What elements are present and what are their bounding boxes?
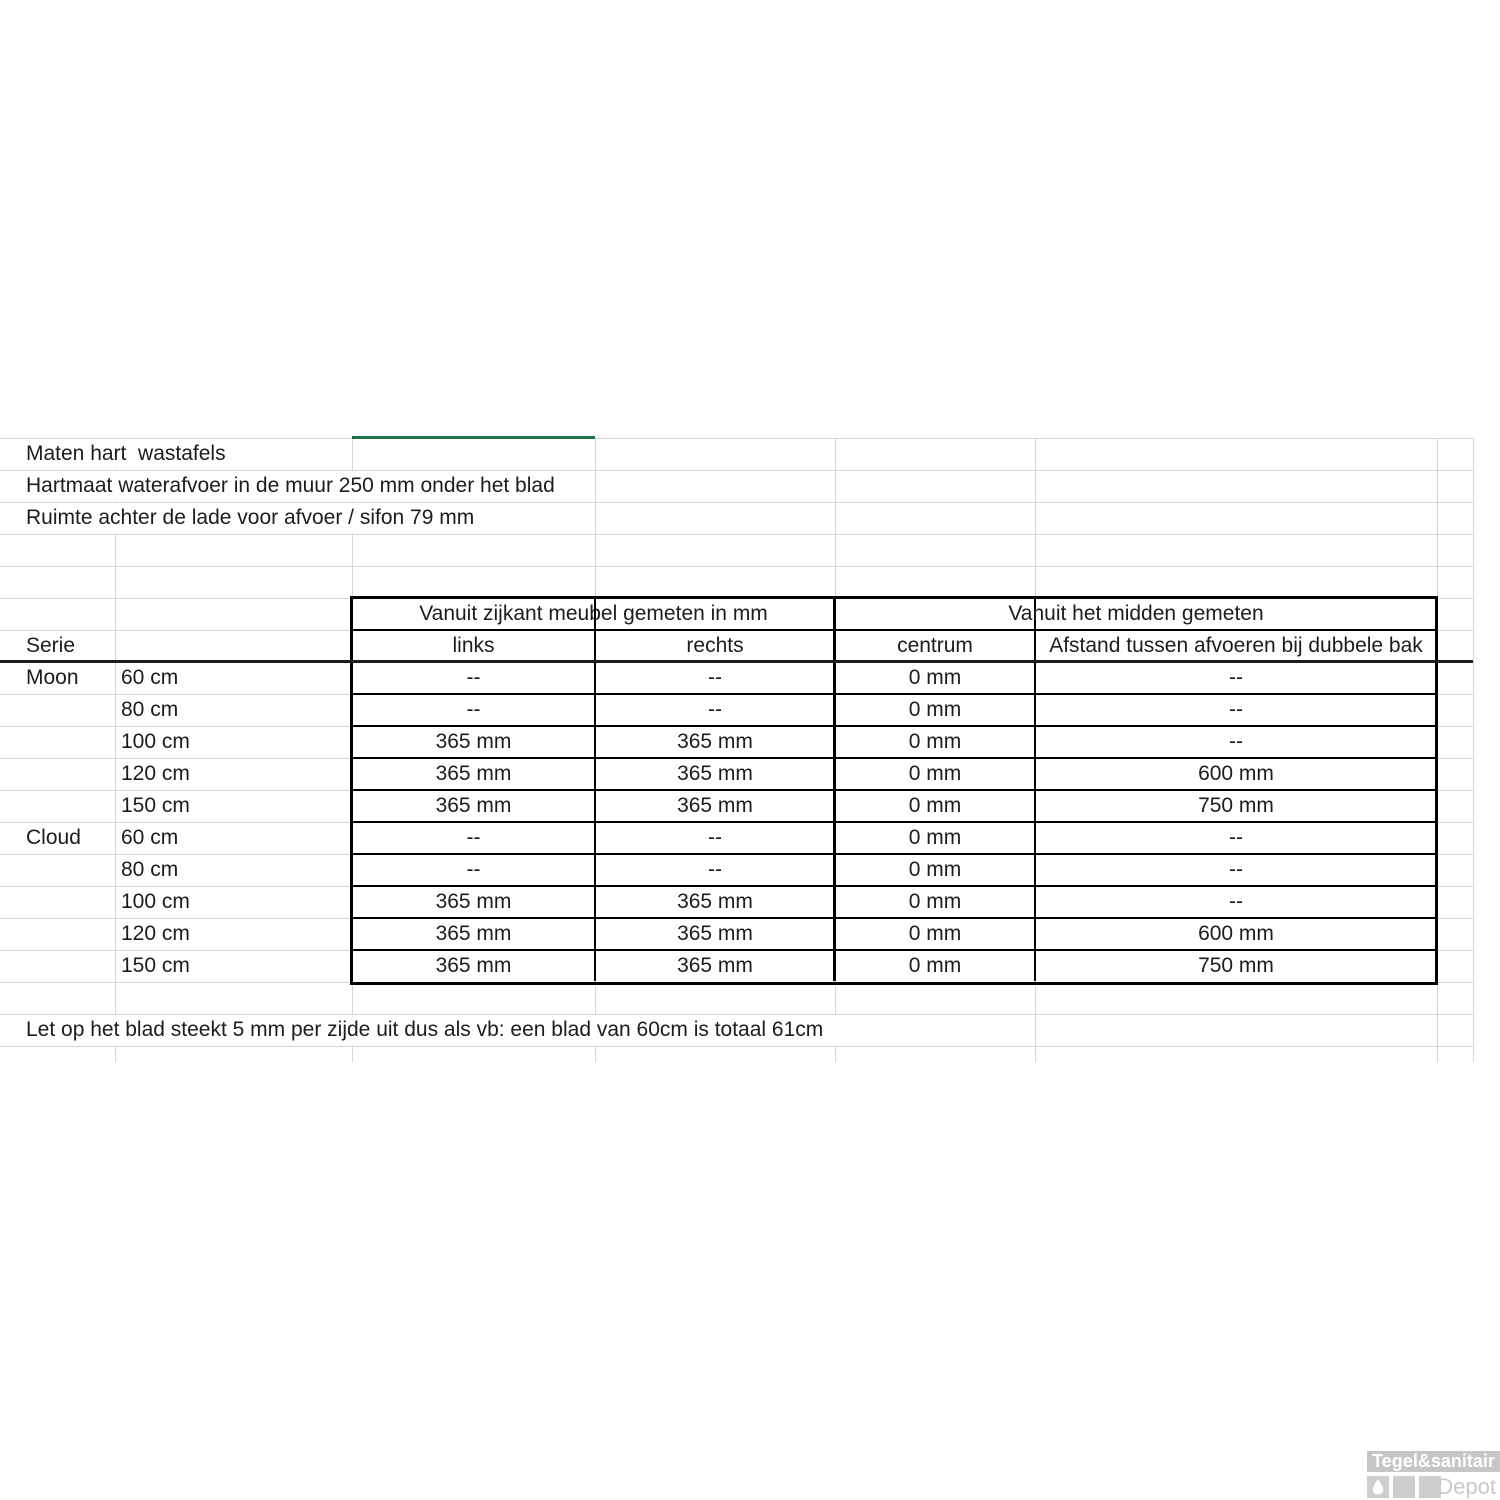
gridline-row xyxy=(0,438,1473,439)
cell-rechts: 365 mm xyxy=(677,954,753,977)
col-header-afstand: Afstand tussen afvoeren bij dubbele bak xyxy=(1049,634,1423,657)
col-header-centrum: centrum xyxy=(897,634,973,657)
table-hline xyxy=(352,949,1437,951)
cell-afstand: -- xyxy=(1229,826,1243,849)
row-size: 150 cm xyxy=(121,954,190,977)
cell-afstand: -- xyxy=(1229,890,1243,913)
row-size: 100 cm xyxy=(121,730,190,753)
cell-centrum: 0 mm xyxy=(908,826,962,849)
header-underline xyxy=(0,660,1473,663)
cell-centrum: 0 mm xyxy=(908,794,962,817)
cell-centrum: 0 mm xyxy=(908,954,962,977)
overflow-patch xyxy=(0,471,592,501)
cell-rechts: -- xyxy=(708,666,722,689)
col-header-links: links xyxy=(452,634,495,657)
row-size: 150 cm xyxy=(121,794,190,817)
droplet-icon xyxy=(1372,1479,1384,1495)
cell-afstand: -- xyxy=(1229,858,1243,881)
cell-afstand: 750 mm xyxy=(1198,954,1274,977)
table-hline xyxy=(352,693,1437,695)
logo-square-droplet xyxy=(1367,1476,1389,1498)
cell-rechts: 365 mm xyxy=(677,762,753,785)
cell-links: 365 mm xyxy=(435,922,512,945)
top-note-2: Hartmaat waterafvoer in de muur 250 mm o… xyxy=(26,474,555,497)
row-size: 60 cm xyxy=(121,826,179,849)
cell-links: -- xyxy=(466,858,481,881)
cell-links: 365 mm xyxy=(435,730,512,753)
logo-square xyxy=(1393,1476,1415,1498)
gridline-col xyxy=(115,438,116,1062)
overflow-patch xyxy=(0,439,350,469)
cell-centrum: 0 mm xyxy=(908,858,962,881)
cell-centrum: 0 mm xyxy=(908,890,962,913)
logo-depot-text: Depot xyxy=(1437,1474,1496,1499)
serie-name: Cloud xyxy=(26,826,81,849)
cell-rechts: 365 mm xyxy=(677,890,753,913)
header-group-right: Vanuit het midden gemeten xyxy=(1008,602,1264,625)
cell-afstand: 750 mm xyxy=(1198,794,1274,817)
cell-afstand: -- xyxy=(1229,730,1243,753)
gridline-row xyxy=(0,566,1473,567)
row-size: 80 cm xyxy=(121,698,179,721)
cell-centrum: 0 mm xyxy=(908,666,962,689)
row-size: 120 cm xyxy=(121,922,190,945)
table-hline xyxy=(352,629,1437,631)
cell-afstand: -- xyxy=(1229,666,1243,689)
gridline-row xyxy=(0,470,1473,471)
cell-links: 365 mm xyxy=(435,890,512,913)
cell-rechts: 365 mm xyxy=(677,794,753,817)
logo-wordmark: Tegel&sanitair xyxy=(1367,1451,1500,1472)
cell-links: -- xyxy=(466,826,481,849)
overflow-patch xyxy=(0,1015,1030,1045)
table-hline xyxy=(352,789,1437,791)
header-group-left: Vanuit zijkant meubel gemeten in mm xyxy=(419,602,768,625)
cell-links: 365 mm xyxy=(435,762,512,785)
cell-rechts: -- xyxy=(708,826,722,849)
cell-links: 365 mm xyxy=(435,954,512,977)
bottom-note: Let op het blad steekt 5 mm per zijde ui… xyxy=(26,1018,824,1041)
cell-centrum: 0 mm xyxy=(908,730,962,753)
serie-name: Moon xyxy=(26,666,79,689)
overflow-patch xyxy=(0,503,592,533)
table-hline xyxy=(352,821,1437,823)
top-note-1: Maten hart wastafels xyxy=(26,442,226,465)
row-size: 120 cm xyxy=(121,762,190,785)
gridline-row xyxy=(0,534,1473,535)
cell-rechts: -- xyxy=(708,858,722,881)
top-note-3: Ruimte achter de lade voor afvoer / sifo… xyxy=(26,506,475,529)
cell-rechts: 365 mm xyxy=(677,922,753,945)
col-header-rechts: rechts xyxy=(686,634,744,657)
table-hline xyxy=(352,917,1437,919)
cell-links: 365 mm xyxy=(435,794,512,817)
table-hline xyxy=(352,885,1437,887)
row-size: 80 cm xyxy=(121,858,179,881)
table-hline xyxy=(352,757,1437,759)
table-hline xyxy=(352,853,1437,855)
selected-cell-border xyxy=(352,436,595,439)
logo-square xyxy=(1419,1476,1441,1498)
cell-links: -- xyxy=(466,698,481,721)
gridline-row xyxy=(0,1014,1473,1015)
cell-afstand: 600 mm xyxy=(1198,922,1274,945)
gridline-row xyxy=(0,1046,1473,1047)
cell-centrum: 0 mm xyxy=(908,698,962,721)
gridline-row xyxy=(0,502,1473,503)
serie-label: Serie xyxy=(26,634,76,657)
cell-afstand: 600 mm xyxy=(1198,762,1274,785)
logo-bottom-row: Depot xyxy=(1367,1474,1500,1499)
cell-centrum: 0 mm xyxy=(908,922,962,945)
cell-centrum: 0 mm xyxy=(908,762,962,785)
gridline-col xyxy=(1473,438,1474,1062)
row-size: 60 cm xyxy=(121,666,179,689)
logo-tegel-sanitair-depot: Tegel&sanitair Depot xyxy=(1367,1451,1500,1499)
table-hline xyxy=(352,725,1437,727)
row-size: 100 cm xyxy=(121,890,190,913)
cell-rechts: 365 mm xyxy=(677,730,753,753)
cell-links: -- xyxy=(466,666,481,689)
cell-afstand: -- xyxy=(1229,698,1243,721)
cell-rechts: -- xyxy=(708,698,722,721)
